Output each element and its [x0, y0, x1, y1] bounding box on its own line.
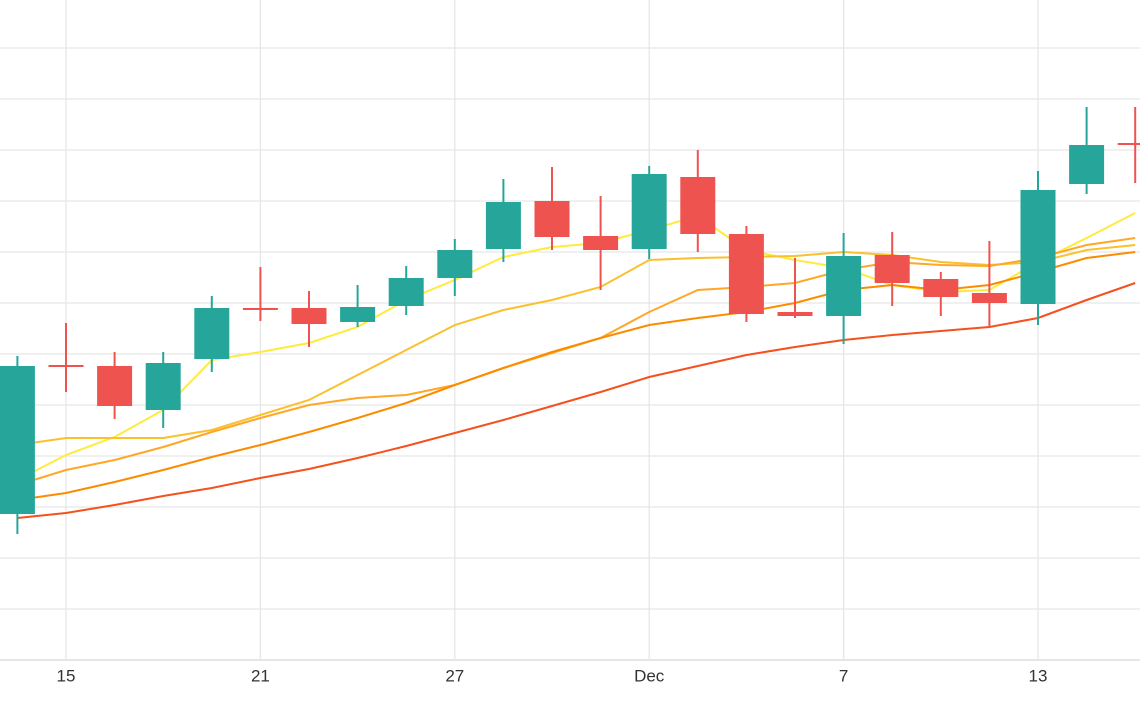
candle-body [1069, 145, 1105, 184]
moving-average-line [17, 251, 1136, 501]
x-axis: 15 21 27 Dec 7 13 [57, 666, 1048, 685]
candle-body [971, 293, 1007, 303]
candles [0, 107, 1140, 534]
candle-body [728, 234, 764, 314]
moving-average-line [17, 237, 1136, 486]
candle-body [534, 201, 570, 237]
candle-body [0, 366, 35, 514]
grid [0, 0, 1140, 661]
x-tick-label: 21 [251, 666, 270, 685]
x-tick-label: 15 [57, 666, 76, 685]
candle-body [583, 236, 619, 250]
x-tick-label: 13 [1029, 666, 1048, 685]
candle-body [777, 312, 813, 316]
candle-body [194, 308, 230, 359]
candle-body [826, 256, 862, 316]
moving-average-line [17, 282, 1136, 519]
moving-average-line [17, 244, 1136, 446]
candle-body [874, 255, 910, 283]
candle-body [97, 366, 133, 406]
candle-body [291, 308, 327, 324]
candle-body [1117, 143, 1140, 145]
candle-body [485, 202, 521, 249]
candle-body [631, 174, 667, 249]
candle-body [437, 250, 473, 278]
candle-body [1020, 190, 1056, 304]
candle-body [923, 279, 959, 297]
moving-averages [16, 212, 1136, 519]
x-tick-label: Dec [634, 666, 665, 685]
candle-body [388, 278, 424, 306]
candle-body [145, 363, 181, 410]
x-tick-label: 27 [445, 666, 464, 685]
x-tick-label: 7 [839, 666, 848, 685]
candle-body [48, 365, 84, 367]
candle-body [680, 177, 716, 234]
candle-body [340, 307, 376, 322]
candle-body [242, 308, 278, 310]
